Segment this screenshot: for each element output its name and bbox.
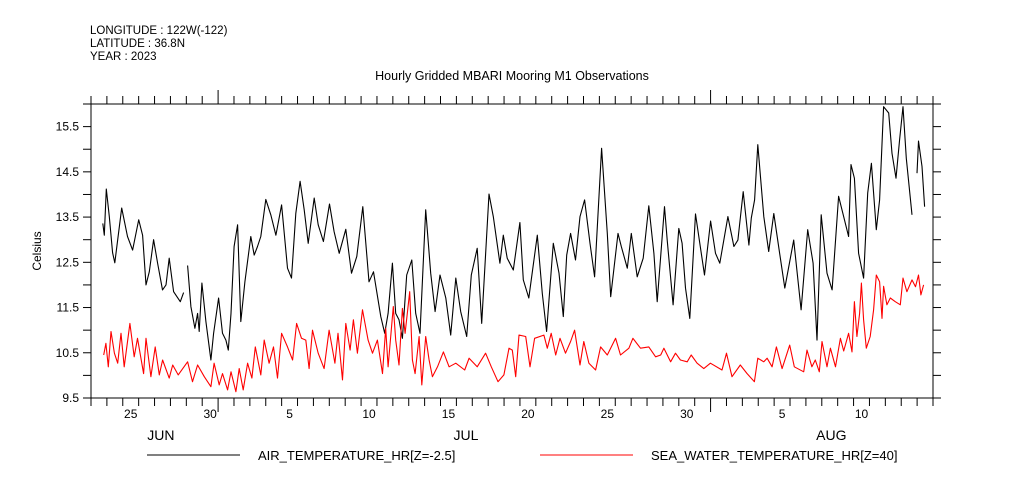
x-tick-label: 20 [521, 407, 535, 421]
legend: AIR_TEMPERATURE_HR[Z=-2.5] SEA_WATER_TEM… [147, 448, 897, 463]
x-tick-label: 10 [855, 407, 869, 421]
axes: 9.5 10.5 11.5 12.5 13.5 14.5 15.5 25 30 5 10 15 20 25… [56, 90, 941, 443]
header-longitude: LONGITUDE : 122W(-122) [90, 25, 228, 37]
x-month-label: JUN [147, 427, 174, 443]
x-tick-label: 25 [124, 407, 138, 421]
x-tick-label: 25 [601, 407, 615, 421]
y-axis-label: Celsius [30, 231, 44, 270]
series-group [102, 106, 926, 393]
y-tick-label: 12.5 [56, 255, 80, 269]
y-tick-label: 14.5 [56, 165, 80, 179]
legend-label-air: AIR_TEMPERATURE_HR[Z=-2.5] [258, 448, 455, 463]
header-latitude: LATITUDE : 36.8N [90, 38, 185, 50]
x-tick-label: 15 [442, 407, 456, 421]
x-month-label: JUL [453, 427, 478, 443]
air-temperature-line [102, 188, 185, 303]
y-tick-label: 15.5 [56, 120, 80, 134]
y-tick-label: 13.5 [56, 210, 80, 224]
x-tick-label: 10 [362, 407, 376, 421]
air-temperature-line [187, 106, 913, 361]
x-tick-label: 5 [779, 407, 786, 421]
x-tick-label: 30 [203, 407, 217, 421]
sea-water-temperature-line [103, 274, 925, 393]
x-tick-label: 30 [680, 407, 694, 421]
y-tick-label: 11.5 [57, 301, 80, 315]
air-temperature-line [916, 140, 926, 207]
x-month-label: AUG [816, 427, 846, 443]
legend-label-sea: SEA_WATER_TEMPERATURE_HR[Z=40] [651, 448, 897, 463]
chart-title: Hourly Gridded MBARI Mooring M1 Observat… [375, 69, 649, 83]
y-tick-label: 10.5 [56, 346, 80, 360]
y-tick-label: 9.5 [62, 391, 79, 405]
x-tick-label: 5 [286, 407, 293, 421]
plot-frame [90, 103, 934, 399]
header-year: YEAR : 2023 [90, 51, 156, 63]
